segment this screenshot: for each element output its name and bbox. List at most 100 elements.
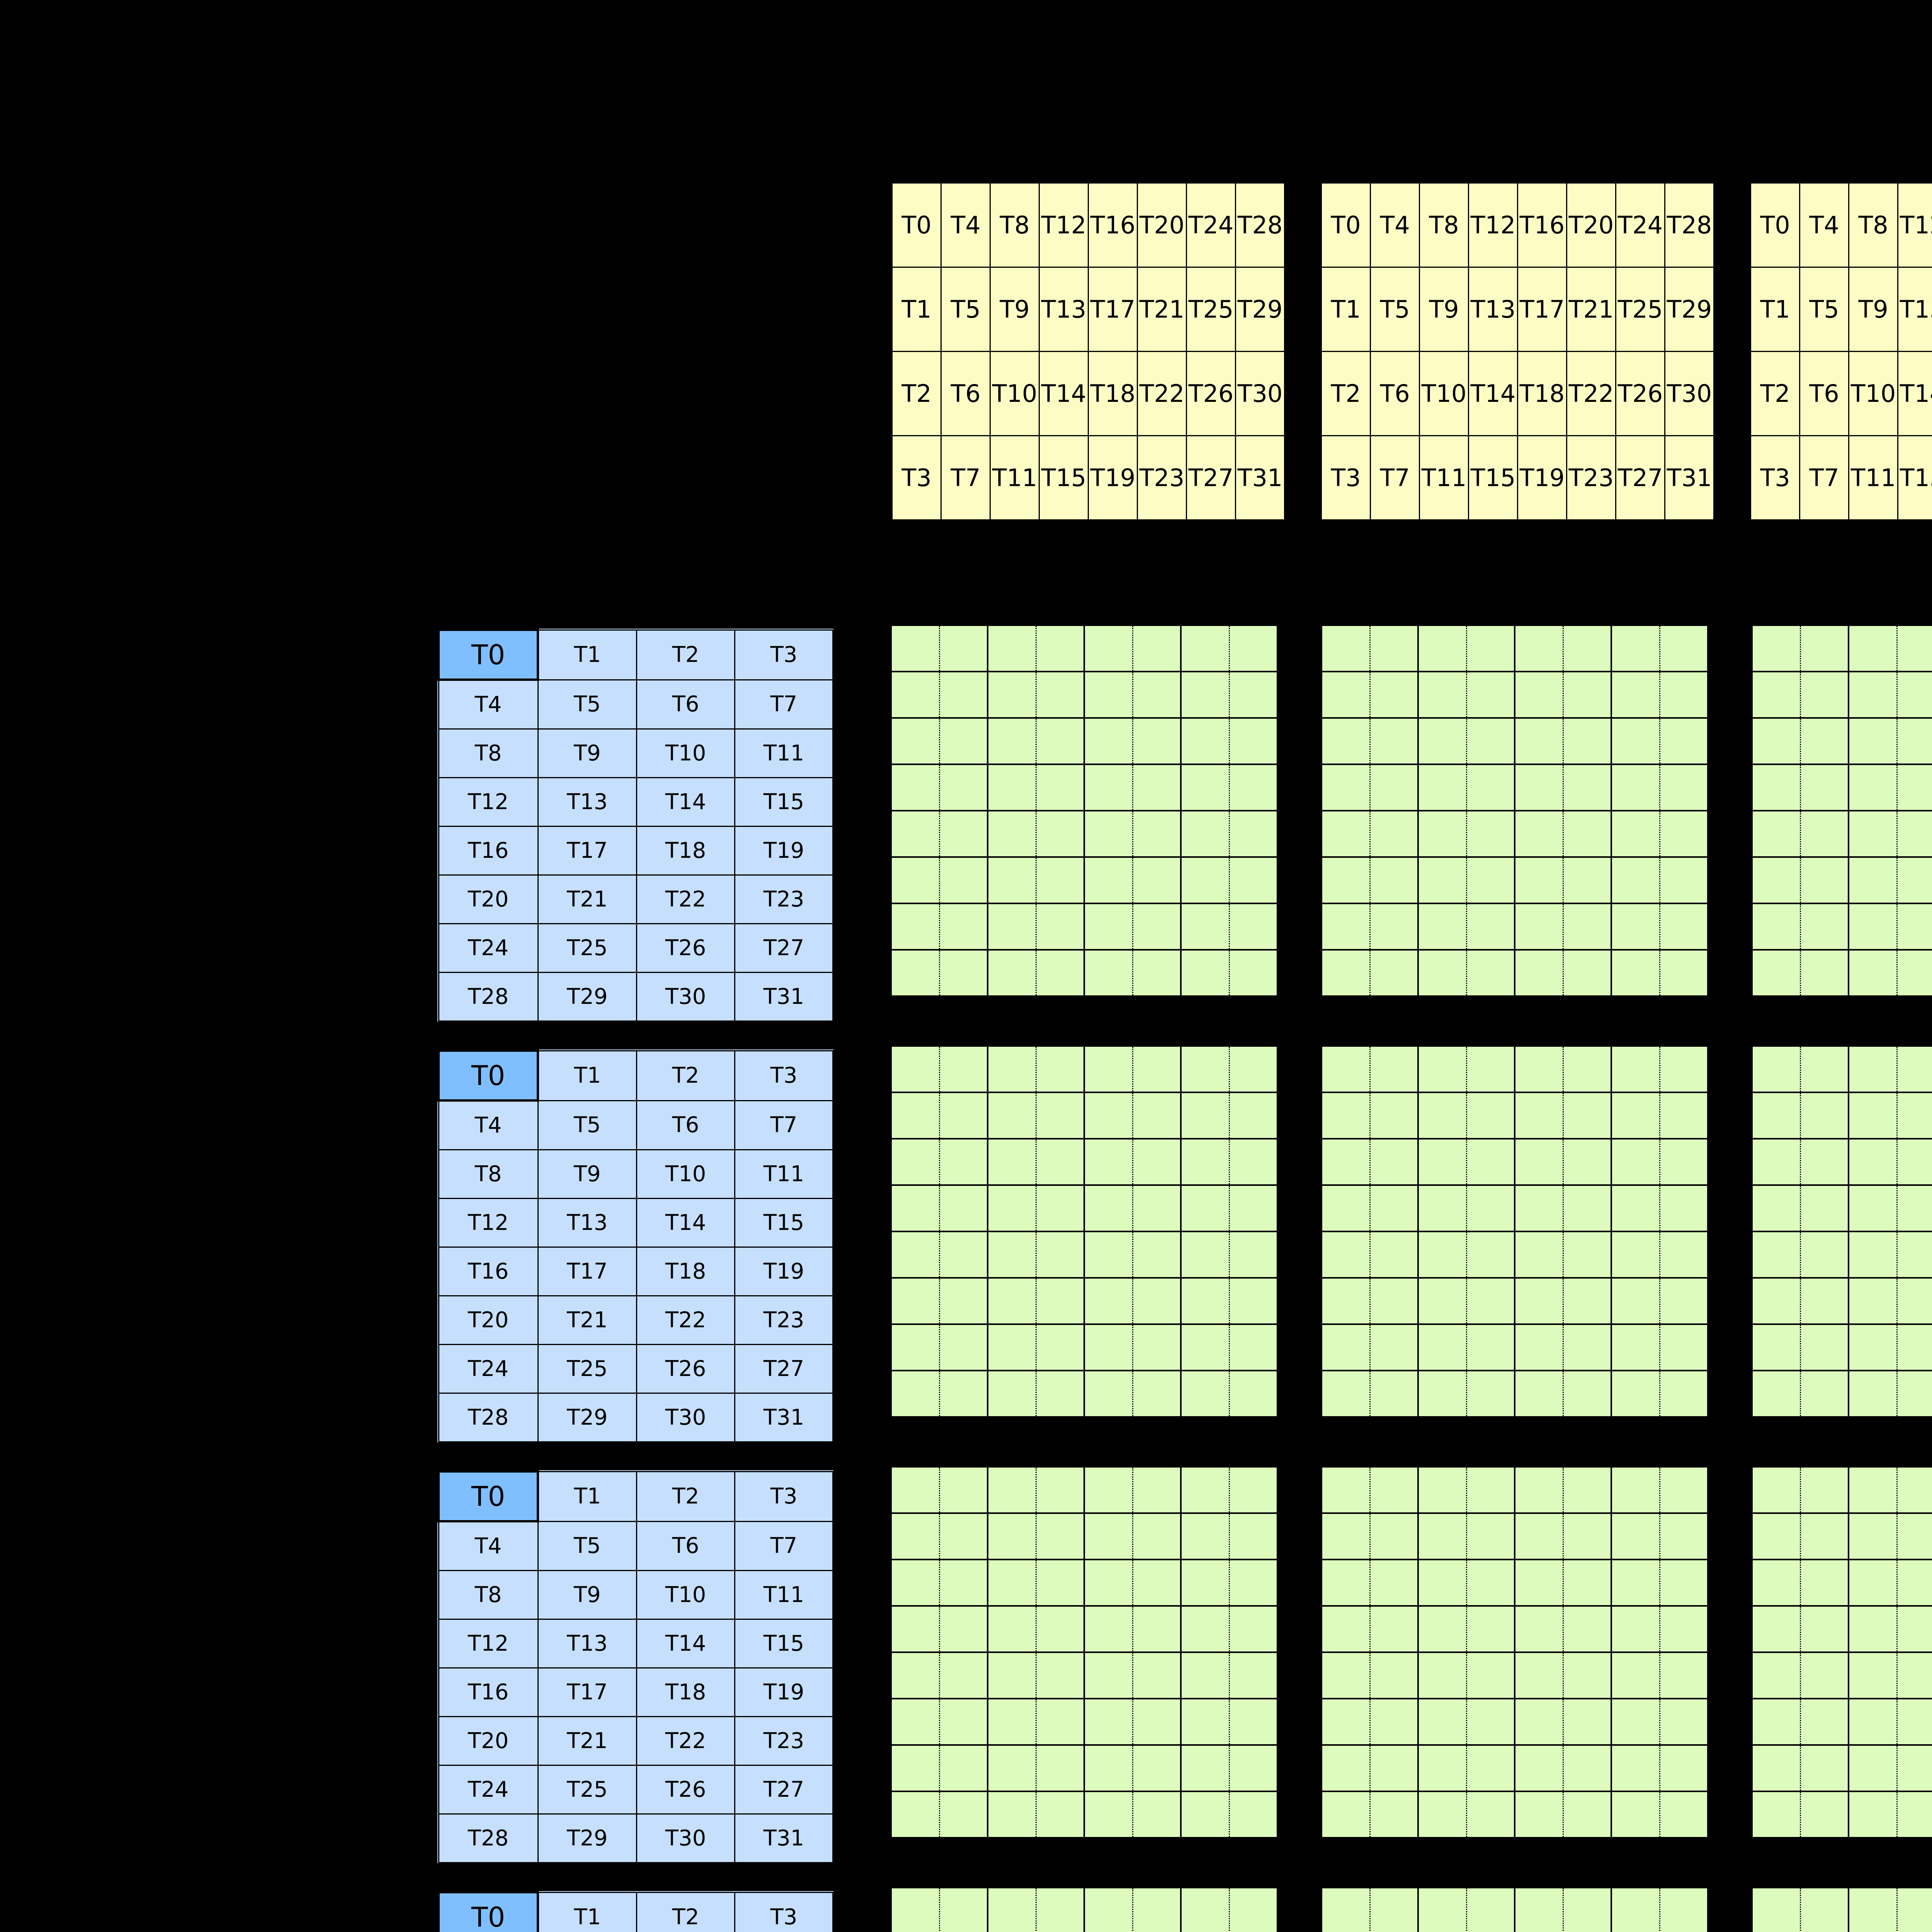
green-memory-cell[interactable] bbox=[890, 1466, 988, 1514]
yellow-thread-cell[interactable]: T17 bbox=[1088, 267, 1138, 352]
green-memory-cell[interactable] bbox=[1180, 1277, 1278, 1325]
blue-thread-cell[interactable]: T4 bbox=[438, 1520, 539, 1571]
yellow-thread-cell[interactable]: T23 bbox=[1566, 435, 1616, 520]
yellow-thread-cell[interactable]: T4 bbox=[1799, 182, 1849, 268]
green-memory-cell[interactable] bbox=[1751, 1184, 1849, 1232]
green-memory-cell[interactable] bbox=[1083, 1512, 1182, 1560]
green-memory-cell[interactable] bbox=[1180, 856, 1278, 904]
yellow-thread-cell[interactable]: T6 bbox=[1370, 351, 1420, 436]
yellow-thread-cell[interactable]: T20 bbox=[1566, 182, 1616, 268]
green-memory-cell[interactable] bbox=[1848, 1512, 1932, 1560]
yellow-thread-cell[interactable]: T9 bbox=[1848, 267, 1898, 352]
green-memory-cell[interactable] bbox=[987, 1744, 1085, 1792]
yellow-thread-cell[interactable]: T15 bbox=[1468, 435, 1518, 520]
green-memory-cell[interactable] bbox=[1083, 1370, 1182, 1418]
green-memory-cell[interactable] bbox=[1417, 717, 1515, 765]
green-memory-cell[interactable] bbox=[1417, 903, 1515, 951]
blue-thread-cell-highlighted[interactable]: T0 bbox=[437, 629, 539, 681]
yellow-thread-cell[interactable]: T3 bbox=[891, 435, 942, 520]
green-memory-cell[interactable] bbox=[1611, 671, 1709, 719]
yellow-thread-cell[interactable]: T15 bbox=[1039, 435, 1089, 520]
green-memory-cell[interactable] bbox=[1180, 1744, 1278, 1792]
yellow-thread-cell[interactable]: T1 bbox=[1321, 267, 1371, 352]
green-memory-cell[interactable] bbox=[1514, 1559, 1612, 1607]
green-memory-cell[interactable] bbox=[1611, 903, 1709, 951]
green-memory-cell[interactable] bbox=[1611, 1138, 1709, 1186]
green-memory-cell[interactable] bbox=[1417, 1466, 1515, 1514]
blue-thread-cell[interactable]: T3 bbox=[734, 1471, 833, 1522]
green-memory-cell[interactable] bbox=[1848, 1605, 1932, 1653]
yellow-thread-cell[interactable]: T15 bbox=[1897, 435, 1932, 520]
green-memory-cell[interactable] bbox=[890, 1323, 988, 1371]
green-memory-cell[interactable] bbox=[890, 1651, 988, 1699]
blue-thread-cell[interactable]: T6 bbox=[636, 1100, 735, 1150]
blue-thread-cell[interactable]: T22 bbox=[636, 874, 735, 924]
green-memory-cell[interactable] bbox=[1321, 1559, 1419, 1607]
green-memory-cell[interactable] bbox=[1417, 1277, 1515, 1325]
blue-thread-cell[interactable]: T23 bbox=[734, 1295, 833, 1345]
green-memory-cell[interactable] bbox=[1180, 764, 1278, 811]
green-memory-cell[interactable] bbox=[1514, 1370, 1612, 1418]
green-memory-cell[interactable] bbox=[1083, 856, 1182, 904]
blue-thread-cell[interactable]: T7 bbox=[734, 679, 833, 730]
green-memory-cell[interactable] bbox=[1751, 1370, 1849, 1418]
yellow-thread-cell[interactable]: T13 bbox=[1039, 267, 1089, 352]
green-memory-cell[interactable] bbox=[1751, 810, 1849, 858]
green-memory-cell[interactable] bbox=[1611, 810, 1709, 858]
yellow-thread-cell[interactable]: T13 bbox=[1897, 267, 1932, 352]
green-memory-cell[interactable] bbox=[1611, 1605, 1709, 1653]
yellow-thread-cell[interactable]: T10 bbox=[990, 351, 1040, 436]
green-memory-cell[interactable] bbox=[1083, 1887, 1182, 1932]
green-memory-cell[interactable] bbox=[1417, 1605, 1515, 1653]
green-memory-cell[interactable] bbox=[1180, 1466, 1278, 1514]
blue-thread-cell[interactable]: T11 bbox=[734, 728, 833, 778]
green-memory-cell[interactable] bbox=[987, 1887, 1085, 1932]
green-memory-cell[interactable] bbox=[890, 903, 988, 951]
green-memory-cell[interactable] bbox=[987, 949, 1085, 997]
green-memory-cell[interactable] bbox=[1321, 1184, 1419, 1232]
yellow-thread-cell[interactable]: T6 bbox=[940, 351, 991, 436]
green-memory-cell[interactable] bbox=[1514, 717, 1612, 765]
green-memory-cell[interactable] bbox=[890, 1559, 988, 1607]
green-memory-cell[interactable] bbox=[1514, 1231, 1612, 1279]
green-memory-cell[interactable] bbox=[1321, 1323, 1419, 1371]
green-memory-cell[interactable] bbox=[1514, 1092, 1612, 1139]
green-memory-cell[interactable] bbox=[890, 810, 988, 858]
blue-thread-cell[interactable]: T8 bbox=[438, 1570, 539, 1620]
green-memory-cell[interactable] bbox=[890, 624, 988, 672]
yellow-thread-cell[interactable]: T7 bbox=[1799, 435, 1849, 520]
green-memory-cell[interactable] bbox=[1083, 671, 1182, 719]
green-memory-cell[interactable] bbox=[1514, 1887, 1612, 1932]
yellow-thread-cell[interactable]: T18 bbox=[1088, 351, 1138, 436]
green-memory-cell[interactable] bbox=[1751, 1791, 1849, 1838]
green-memory-cell[interactable] bbox=[1751, 1092, 1849, 1139]
green-memory-cell[interactable] bbox=[1321, 1370, 1419, 1418]
green-memory-cell[interactable] bbox=[1514, 949, 1612, 997]
yellow-thread-cell[interactable]: T17 bbox=[1517, 267, 1567, 352]
blue-thread-cell[interactable]: T6 bbox=[636, 679, 735, 730]
green-memory-cell[interactable] bbox=[1321, 1138, 1419, 1186]
green-memory-cell[interactable] bbox=[1848, 903, 1932, 951]
blue-thread-cell[interactable]: T29 bbox=[537, 1393, 637, 1442]
green-memory-cell[interactable] bbox=[987, 717, 1085, 765]
green-memory-cell[interactable] bbox=[1751, 1466, 1849, 1514]
green-memory-cell[interactable] bbox=[1321, 1277, 1419, 1325]
green-memory-cell[interactable] bbox=[1180, 1559, 1278, 1607]
green-memory-cell[interactable] bbox=[890, 1138, 988, 1186]
green-memory-cell[interactable] bbox=[890, 1791, 988, 1838]
green-memory-cell[interactable] bbox=[1321, 1466, 1419, 1514]
yellow-thread-cell[interactable]: T8 bbox=[1419, 182, 1469, 268]
green-memory-cell[interactable] bbox=[1848, 1791, 1932, 1838]
green-memory-cell[interactable] bbox=[1083, 1605, 1182, 1653]
blue-thread-cell[interactable]: T28 bbox=[438, 972, 539, 1022]
blue-thread-cell[interactable]: T13 bbox=[537, 1198, 637, 1248]
green-memory-cell[interactable] bbox=[1417, 1045, 1515, 1093]
green-memory-cell[interactable] bbox=[1417, 1370, 1515, 1418]
blue-thread-cell[interactable]: T18 bbox=[636, 1667, 735, 1717]
green-memory-cell[interactable] bbox=[1848, 1138, 1932, 1186]
yellow-thread-cell[interactable]: T11 bbox=[1848, 435, 1898, 520]
blue-thread-cell-highlighted[interactable]: T0 bbox=[437, 1049, 539, 1102]
yellow-thread-cell[interactable]: T28 bbox=[1664, 182, 1714, 268]
green-memory-cell[interactable] bbox=[1751, 1744, 1849, 1792]
blue-thread-cell[interactable]: T28 bbox=[438, 1393, 539, 1442]
